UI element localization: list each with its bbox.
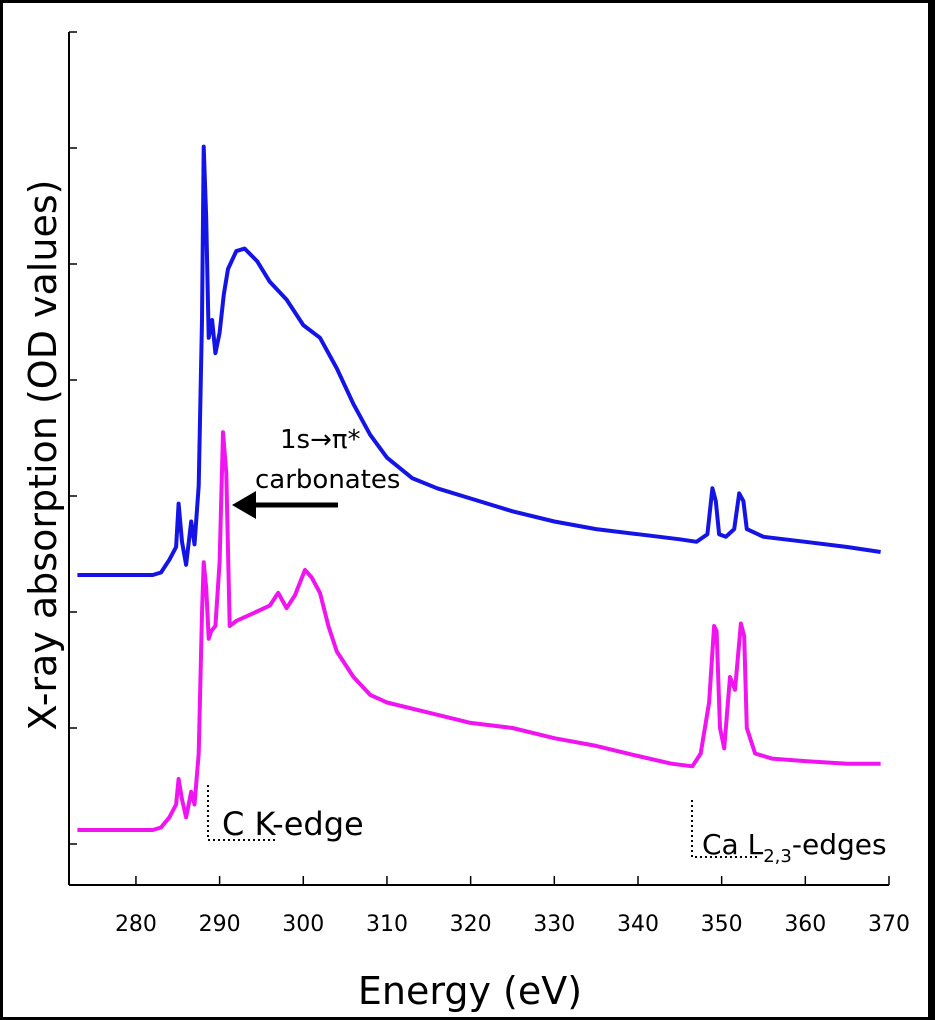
x-axis-title: Energy (eV) xyxy=(358,969,582,1013)
x-tick-label-280: 280 xyxy=(115,912,157,937)
x-tick-label-340: 340 xyxy=(617,912,659,937)
x-ticks: 280 290 300 310 320 330 340 350 360 370 xyxy=(69,31,910,937)
x-tick-label-360: 360 xyxy=(784,912,826,937)
pi-star-label: 1s→π* xyxy=(280,425,361,455)
x-tick-label-370: 370 xyxy=(868,912,910,937)
ca-edge-bracket xyxy=(691,800,760,858)
c-edge-bracket xyxy=(207,785,278,841)
arrow-head-icon xyxy=(232,491,256,519)
series-line-magenta xyxy=(77,430,881,832)
c-edge-annotation: C K-edge xyxy=(207,785,364,843)
series-group xyxy=(77,144,881,832)
series-line-blue xyxy=(77,144,881,577)
axes xyxy=(68,32,889,886)
x-tick-label-290: 290 xyxy=(199,912,241,937)
y-axis-title: X-ray absorption (OD values) xyxy=(21,180,65,731)
plot-background xyxy=(3,3,928,1017)
x-tick-label-330: 330 xyxy=(533,912,575,937)
carbonates-label: carbonates xyxy=(255,465,400,495)
pi-star-annotation: 1s→π* carbonates xyxy=(232,425,400,519)
c-edge-label: C K-edge xyxy=(222,805,364,843)
x-tick-label-310: 310 xyxy=(366,912,408,937)
x-tick-label-300: 300 xyxy=(282,912,324,937)
x-tick-label-350: 350 xyxy=(701,912,743,937)
ca-edge-annotation: Ca L2,3-edges xyxy=(691,800,887,867)
x-tick-label-320: 320 xyxy=(450,912,492,937)
ca-edge-label: Ca L2,3-edges xyxy=(702,828,887,867)
